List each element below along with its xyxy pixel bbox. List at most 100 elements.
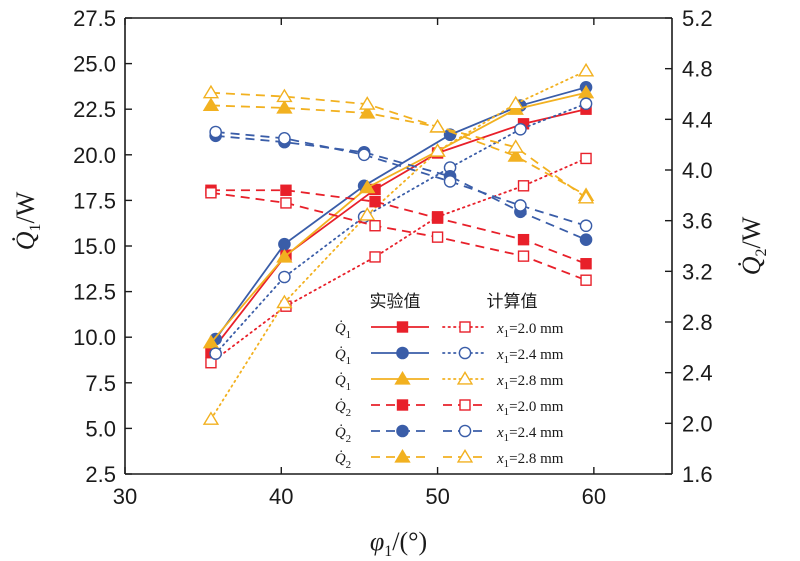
data-point [359, 96, 376, 110]
y-left-axis-label: Q̇1/W [11, 191, 44, 250]
legend-sample-marker [458, 424, 472, 438]
legend-sample-marker [396, 424, 409, 438]
data-point [276, 294, 293, 309]
data-point [202, 411, 220, 425]
data-point [369, 195, 381, 208]
data-point [580, 258, 592, 270]
legend-sample-marker [396, 346, 409, 360]
x-tick-label: 40 [269, 484, 293, 509]
data-point [579, 219, 593, 233]
legend-quantity-label: Q̇2 [335, 451, 351, 471]
data-point [514, 122, 527, 136]
series-line [214, 102, 587, 355]
legend-sample-marker [456, 371, 474, 385]
data-point [205, 187, 217, 199]
series-line [210, 91, 587, 199]
data-point [579, 97, 593, 111]
data-point [580, 274, 592, 286]
y-right-tick-label: 2.0 [682, 411, 713, 436]
legend-series-label: x1=2.4 mm [496, 347, 564, 366]
legend-sample-marker [396, 399, 409, 411]
data-point [580, 152, 592, 165]
series-q1-calc-28mm [202, 62, 595, 425]
y-right-tick-label: 4.8 [682, 57, 713, 82]
x-tick-label: 30 [113, 484, 137, 509]
y-right-tick-label: 2.8 [682, 310, 713, 335]
y-right-tick-label: 3.2 [682, 259, 713, 284]
y-right-tick-label: 1.6 [682, 462, 713, 487]
legend-sample-marker [394, 449, 411, 463]
y-left-tick-label: 10.0 [73, 325, 116, 350]
data-point [514, 199, 527, 212]
y-left-tick-label: 22.5 [73, 97, 116, 122]
data-point [431, 231, 444, 243]
data-point [202, 334, 220, 349]
y-right-tick-label: 5.2 [682, 6, 713, 31]
data-point [431, 212, 444, 224]
series-q2-exp-28mm [202, 97, 595, 201]
data-point [359, 179, 376, 194]
axes-group: 30 40 50 60 2.5 5.0 7.5 10.0 12.5 15.0 17.5 20.0 22.… [11, 6, 770, 560]
series-line [210, 69, 587, 421]
y-left-tick-label: 15.0 [73, 234, 116, 259]
series-q2-exp-24mm [209, 129, 593, 246]
data-point [202, 84, 220, 99]
legend-series-label: x1=2.8 mm [496, 451, 564, 470]
legend-sample-marker [458, 346, 472, 360]
data-point [357, 148, 371, 162]
y-right-axis-label: Q̇2/W [737, 216, 770, 275]
data-point [577, 62, 595, 77]
data-point [517, 180, 530, 192]
series-line [210, 104, 587, 197]
legend-series-label: x1=2.0 mm [496, 399, 564, 418]
legend-quantity-label: Q̇1 [335, 321, 351, 341]
data-point [429, 118, 446, 133]
data-point [202, 97, 220, 112]
data-point [369, 251, 381, 263]
data-point [507, 139, 524, 153]
x-axis-label: φ1/(°) [370, 527, 427, 560]
legend-sample-marker [394, 371, 411, 385]
y-left-tick-label: 27.5 [73, 6, 116, 31]
legend-sample-marker [459, 321, 471, 333]
data-point [209, 125, 222, 139]
legend-series-label: x1=2.0 mm [496, 321, 564, 340]
series-line [215, 131, 587, 227]
data-point [579, 233, 593, 246]
series-q2-calc-24mm [209, 125, 593, 233]
data-point [276, 248, 293, 263]
y-left-tick-label: 2.5 [85, 462, 116, 487]
data-point [369, 220, 381, 232]
y-right-tick-label: 2.4 [682, 361, 713, 386]
y-right-tick-label: 4.4 [682, 107, 713, 132]
data-point [209, 347, 222, 360]
y-right-tick-label: 4.0 [682, 158, 713, 183]
series-q2-calc-28mm [202, 84, 595, 204]
y-left-tick-label: 17.5 [73, 188, 116, 213]
data-point [429, 143, 446, 157]
series-line [210, 91, 587, 344]
y-left-tick-label: 12.5 [73, 280, 116, 305]
series-line [210, 157, 587, 364]
series-line [215, 134, 587, 241]
data-point [577, 189, 595, 204]
legend-sample-marker [459, 399, 471, 411]
legend: 实验值 计算值 Q̇1 x1=2.0 mm Q̇1 x1=2.4 mm Q̇1 x1=2.8 … [335, 292, 564, 471]
series-q1-exp-20mm [205, 103, 592, 358]
data-point [276, 99, 293, 114]
legend-sample-marker [396, 321, 409, 333]
series-line [210, 108, 587, 353]
y-right-tick-label: 3.6 [682, 209, 713, 234]
data-point [280, 197, 292, 209]
data-point [517, 233, 530, 246]
data-point [517, 250, 530, 262]
y-left-tick-label: 20.0 [73, 143, 116, 168]
series-line [214, 86, 587, 340]
series-q2-calc-20mm [205, 187, 592, 286]
legend-quantity-label: Q̇2 [335, 425, 351, 445]
data-point [278, 132, 291, 145]
data-point [443, 175, 457, 188]
data-point [507, 148, 524, 162]
x-tick-label: 60 [582, 484, 606, 509]
